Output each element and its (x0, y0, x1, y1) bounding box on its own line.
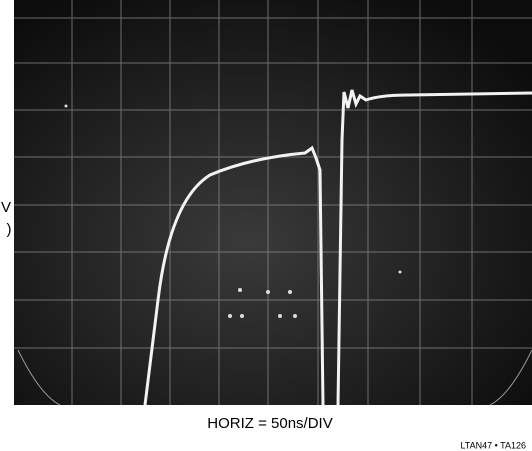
caption: HORIZ = 50ns/DIV (207, 415, 332, 432)
scope-screen (14, 0, 532, 405)
figure-id: LTAN47 • TA126 (460, 440, 526, 450)
screen-edge (17, 349, 532, 406)
side-label: V (1, 199, 11, 216)
trace (143, 145, 325, 406)
side-label: ) (7, 221, 12, 238)
trace (336, 89, 532, 406)
artifacts (64, 104, 402, 318)
